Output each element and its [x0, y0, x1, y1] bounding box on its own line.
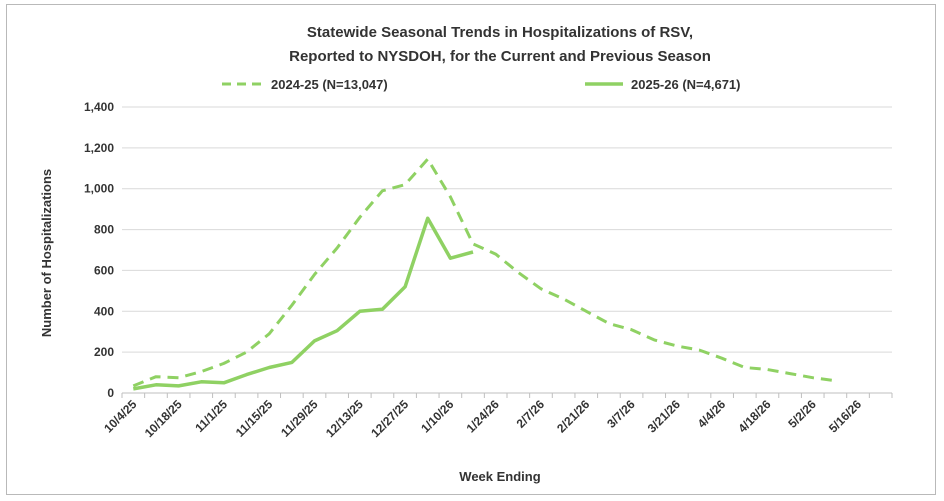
y-tick-label: 200	[94, 345, 114, 359]
x-tick-label: 1/24/26	[464, 397, 502, 435]
series-lines	[132, 157, 836, 391]
x-tick-label: 11/1/25	[192, 397, 230, 435]
x-tick-label: 11/15/25	[233, 397, 276, 440]
legend-label-2024-25: 2024-25 (N=13,047)	[271, 77, 388, 92]
legend-label-2025-26: 2025-26 (N=4,671)	[631, 77, 741, 92]
x-tick-label: 11/29/25	[278, 397, 321, 440]
y-tick-label: 0	[107, 386, 114, 400]
y-tick-label: 1,400	[84, 100, 114, 114]
chart-title-line1: Statewide Seasonal Trends in Hospitaliza…	[307, 24, 693, 41]
y-tick-label: 1,000	[84, 182, 114, 196]
x-tick-label: 10/4/25	[101, 397, 139, 435]
x-tick-label: 3/21/26	[645, 397, 683, 435]
series-2025-26-line	[132, 216, 474, 391]
x-tick-label: 10/18/25	[142, 397, 185, 440]
x-tick-label: 12/27/25	[368, 397, 411, 440]
y-tick-label: 800	[94, 223, 114, 237]
x-tick-label: 2/7/26	[514, 397, 548, 431]
x-tick-label: 5/16/26	[826, 397, 864, 435]
chart-frame: Statewide Seasonal Trends in Hospitaliza…	[6, 4, 936, 495]
rsv-line-chart: Statewide Seasonal Trends in Hospitaliza…	[39, 24, 893, 484]
x-axis-title: Week Ending	[459, 469, 540, 484]
x-tick-label: 2/21/26	[554, 397, 592, 435]
y-axis-title: Number of Hospitalizations	[39, 169, 54, 337]
x-tick-label: 1/10/26	[418, 397, 456, 435]
series-2024-25-line	[132, 157, 836, 388]
gridlines	[122, 106, 892, 353]
y-axis-ticks: 0 200 400 600 800 1,000 1,200 1,400	[84, 100, 114, 400]
x-tick-label: 12/13/25	[323, 397, 366, 440]
x-tick-label: 4/4/26	[695, 397, 729, 431]
x-tick-label: 3/7/26	[604, 397, 638, 431]
legend: 2024-25 (N=13,047) 2025-26 (N=4,671)	[222, 77, 741, 92]
y-tick-label: 1,200	[84, 141, 114, 155]
y-tick-label: 400	[94, 304, 114, 318]
y-tick-label: 600	[94, 263, 114, 277]
x-axis-ticks: 10/4/25 10/18/25 11/1/25 11/15/25 11/29/25 12…	[101, 393, 893, 440]
chart-title-line2: Reported to NYSDOH, for the Current and …	[289, 48, 711, 65]
x-tick-label: 4/18/26	[735, 397, 773, 435]
x-tick-label: 5/2/26	[785, 397, 819, 431]
